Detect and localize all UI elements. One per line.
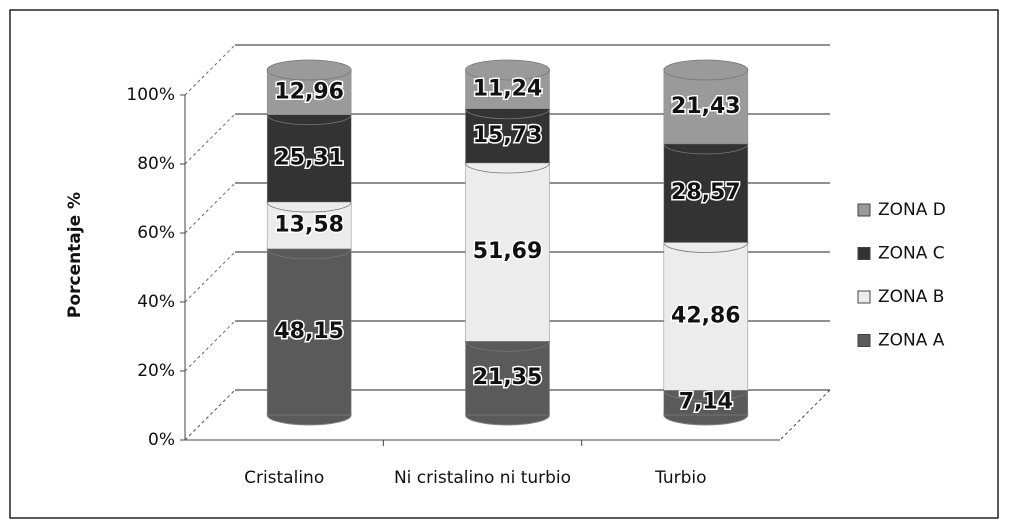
data-label: 28,57 — [671, 180, 741, 205]
data-label: 21,35 — [473, 365, 543, 390]
legend-label: ZONA A — [878, 331, 945, 351]
bar-segment — [266, 248, 352, 416]
data-label: 7,14 — [679, 390, 733, 415]
x-tick-label: Cristalino — [244, 468, 324, 488]
y-tick-label: 60% — [137, 223, 175, 243]
bar-top — [663, 59, 749, 81]
bar-segment — [663, 69, 749, 145]
data-label: 42,86 — [671, 303, 741, 328]
data-label: 12,96 — [274, 79, 344, 104]
data-label: 25,31 — [274, 145, 344, 170]
bar-top — [465, 59, 550, 81]
bar-segment — [663, 143, 749, 243]
legend-label: ZONA B — [878, 287, 944, 307]
legend-swatch — [857, 290, 871, 304]
data-label: 21,43 — [671, 94, 741, 119]
bar-segment — [465, 162, 550, 342]
x-tick-label: Ni cristalino ni turbio — [394, 468, 571, 488]
y-tick-label: 80% — [137, 154, 175, 174]
bar-segment — [266, 114, 352, 203]
bar-segment — [465, 341, 550, 416]
y-tick-label: 20% — [137, 361, 175, 381]
y-tick-label: 100% — [126, 85, 175, 105]
legend-swatch — [857, 247, 871, 260]
legend-label: ZONA C — [878, 244, 945, 264]
y-tick-label: 40% — [137, 292, 175, 312]
data-label: 13,58 — [274, 212, 344, 237]
y-tick-label: 0% — [148, 430, 175, 450]
bar-top — [266, 59, 352, 81]
data-label: 51,69 — [473, 239, 543, 264]
data-label: 15,73 — [473, 123, 543, 148]
legend-swatch — [857, 203, 871, 217]
bar-segment — [663, 242, 749, 391]
legend-label: ZONA D — [878, 200, 946, 220]
x-tick-label: Turbio — [654, 468, 706, 488]
data-label: 11,24 — [473, 76, 543, 101]
y-axis-label: Porcentaje % — [65, 192, 85, 318]
data-label: 48,15 — [274, 319, 344, 344]
legend-swatch — [857, 334, 871, 347]
